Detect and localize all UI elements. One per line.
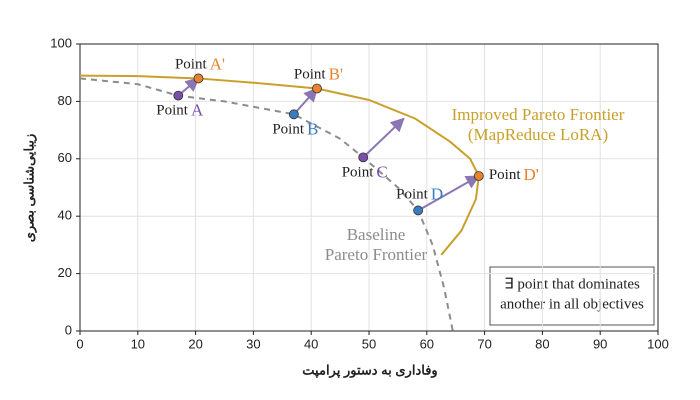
point [193, 73, 204, 84]
y-tick-label: 20 [58, 265, 72, 280]
y-tick-label: 60 [58, 150, 72, 165]
note-line: ∃ point that dominates [504, 276, 640, 292]
point-label-word: Point [272, 122, 305, 138]
x-tick-label: 60 [420, 336, 434, 351]
point-label: Point A [156, 101, 204, 120]
point-label-letter: C [376, 162, 387, 181]
x-tick-label: 90 [593, 336, 607, 351]
frontier-curve [79, 77, 454, 332]
frontier-curve [79, 74, 480, 256]
point-label-letter: A [191, 101, 204, 120]
point-label-letter: A' [210, 54, 225, 73]
point-label: Point B' [294, 64, 343, 83]
x-tick-label: 80 [535, 336, 549, 351]
point-label: Point A' [175, 54, 225, 73]
point [173, 90, 184, 101]
point-label-letter: D [431, 184, 443, 203]
x-axis-label: وفاداری به دستور پرامپت [302, 362, 437, 378]
improvement-arrow [417, 175, 481, 212]
point-label-letter: D' [524, 165, 539, 184]
x-tick-label: 0 [76, 336, 83, 351]
point-label: Point D [396, 184, 443, 203]
point-label-word: Point [294, 67, 327, 83]
x-tick-label: 70 [477, 336, 491, 351]
x-tick-label: 10 [131, 336, 145, 351]
point-label: Point C [342, 162, 388, 181]
point-label-letter: B' [329, 64, 343, 83]
point-label-word: Point [489, 167, 522, 183]
y-tick-label: 0 [65, 322, 72, 337]
point-label-word: Point [175, 57, 208, 73]
note-box [489, 266, 655, 326]
y-tick-label: 40 [58, 208, 72, 223]
note-line: another in all objectives [500, 296, 644, 312]
point-label-word: Point [156, 103, 189, 119]
curve-label: Improved Pareto Frontier [452, 105, 625, 124]
point [312, 83, 322, 94]
improvement-arrow [293, 87, 318, 115]
point-label-word: Point [342, 165, 375, 181]
x-tick-label: 30 [246, 336, 260, 351]
improvement-arrow [362, 117, 405, 159]
point-label-letter: B [307, 119, 318, 138]
x-tick-label: 50 [362, 336, 376, 351]
x-tick-label: 100 [647, 336, 669, 351]
curve-label: Baseline [347, 225, 406, 244]
y-tick-label: 80 [58, 93, 72, 108]
point [358, 152, 369, 163]
plot-frame [79, 43, 659, 332]
x-tick-label: 20 [188, 336, 202, 351]
y-tick-label: 100 [50, 35, 72, 50]
point [413, 205, 424, 216]
x-tick-label: 40 [304, 336, 318, 351]
curve-label: (MapReduce LoRA) [468, 125, 608, 144]
point [473, 171, 484, 181]
point-label-word: Point [396, 187, 429, 203]
point-label: Point B [272, 119, 318, 138]
curve-label: Pareto Frontier [325, 245, 428, 264]
point [288, 109, 299, 120]
y-axis-label: زیبایی‌شناسی بصری [21, 134, 37, 243]
point-label: Point D' [489, 165, 539, 184]
